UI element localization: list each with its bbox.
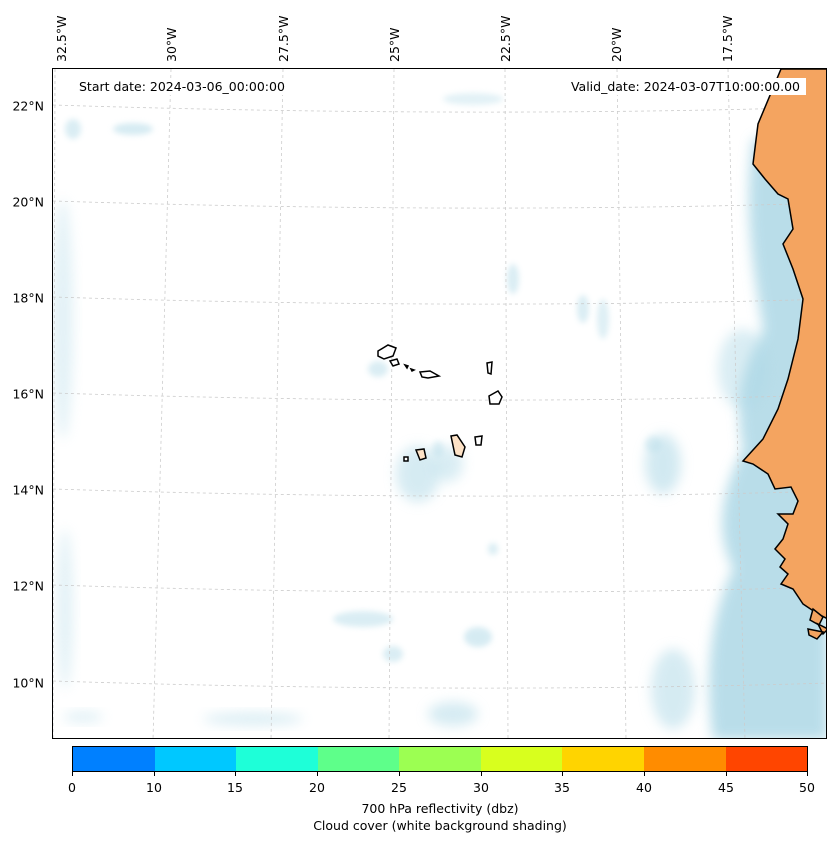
colorbar-tick-label: 0 <box>68 780 76 795</box>
lon-label-30w: 30°W <box>164 27 179 62</box>
colorbar-label-cloud-cover: Cloud cover (white background shading) <box>313 818 567 833</box>
colorbar-segment-20-25 <box>317 747 400 771</box>
colorbar-tick <box>317 772 318 776</box>
lat-label-22n: 22°N <box>12 98 44 114</box>
colorbar-segment-30-35 <box>480 747 563 771</box>
reflectivity-colorbar <box>72 746 808 772</box>
lon-label-32-5w: 32.5°W <box>54 15 69 62</box>
colorbar-tick-label: 40 <box>636 780 652 795</box>
colorbar-segment-35-40 <box>562 747 644 771</box>
colorbar-segment-25-30 <box>399 747 481 771</box>
colorbar-tick-label: 15 <box>227 780 243 795</box>
colorbar-tick <box>481 772 482 776</box>
colorbar-tick <box>72 772 73 776</box>
lat-label-16n: 16°N <box>12 386 44 402</box>
colorbar-tick-label: 30 <box>473 780 489 795</box>
colorbar-segment-10-15 <box>154 747 237 771</box>
colorbar-tick <box>399 772 400 776</box>
cloud-cover-layer <box>53 93 826 738</box>
lon-label-25w: 25°W <box>387 27 402 62</box>
cape-verde-islands <box>377 344 503 462</box>
lat-label-12n: 12°N <box>12 578 44 594</box>
africa-landmass <box>741 69 826 640</box>
colorbar-tick-label: 45 <box>718 780 734 795</box>
colorbar-segment-45-50 <box>725 747 808 771</box>
lat-label-20n: 20°N <box>12 194 44 210</box>
colorbar-segment-0-10 <box>73 747 155 771</box>
colorbar-tick <box>562 772 563 776</box>
lon-label-22-5w: 22.5°W <box>498 15 513 62</box>
lat-label-10n: 10°N <box>12 675 44 691</box>
lon-label-17-5w: 17.5°W <box>720 15 735 62</box>
gridlines <box>53 69 826 738</box>
colorbar-tick <box>154 772 155 776</box>
colorbar-tick-label: 50 <box>799 780 815 795</box>
colorbar-tick <box>235 772 236 776</box>
colorbar-tick-label: 25 <box>391 780 407 795</box>
colorbar-tick-label: 10 <box>146 780 162 795</box>
colorbar-tick <box>726 772 727 776</box>
colorbar-segment-15-20 <box>236 747 318 771</box>
lon-label-27-5w: 27.5°W <box>276 15 291 62</box>
map-canvas <box>53 69 826 738</box>
map-panel: Start date: 2024-03-06_00:00:00 Valid_da… <box>52 68 827 739</box>
colorbar-label-reflectivity: 700 hPa reflectivity (dbz) <box>361 801 519 816</box>
lat-label-18n: 18°N <box>12 290 44 306</box>
colorbar-tick <box>644 772 645 776</box>
lat-label-14n: 14°N <box>12 482 44 498</box>
lon-label-20w: 20°W <box>609 27 624 62</box>
valid-date-label: Valid_date: 2024-03-07T10:00:00.00 <box>564 78 806 95</box>
colorbar-tick-label: 20 <box>309 780 325 795</box>
colorbar-segment-40-45 <box>643 747 726 771</box>
colorbar-tick <box>807 772 808 776</box>
start-date-label: Start date: 2024-03-06_00:00:00 <box>73 78 291 95</box>
colorbar-tick-label: 35 <box>554 780 570 795</box>
